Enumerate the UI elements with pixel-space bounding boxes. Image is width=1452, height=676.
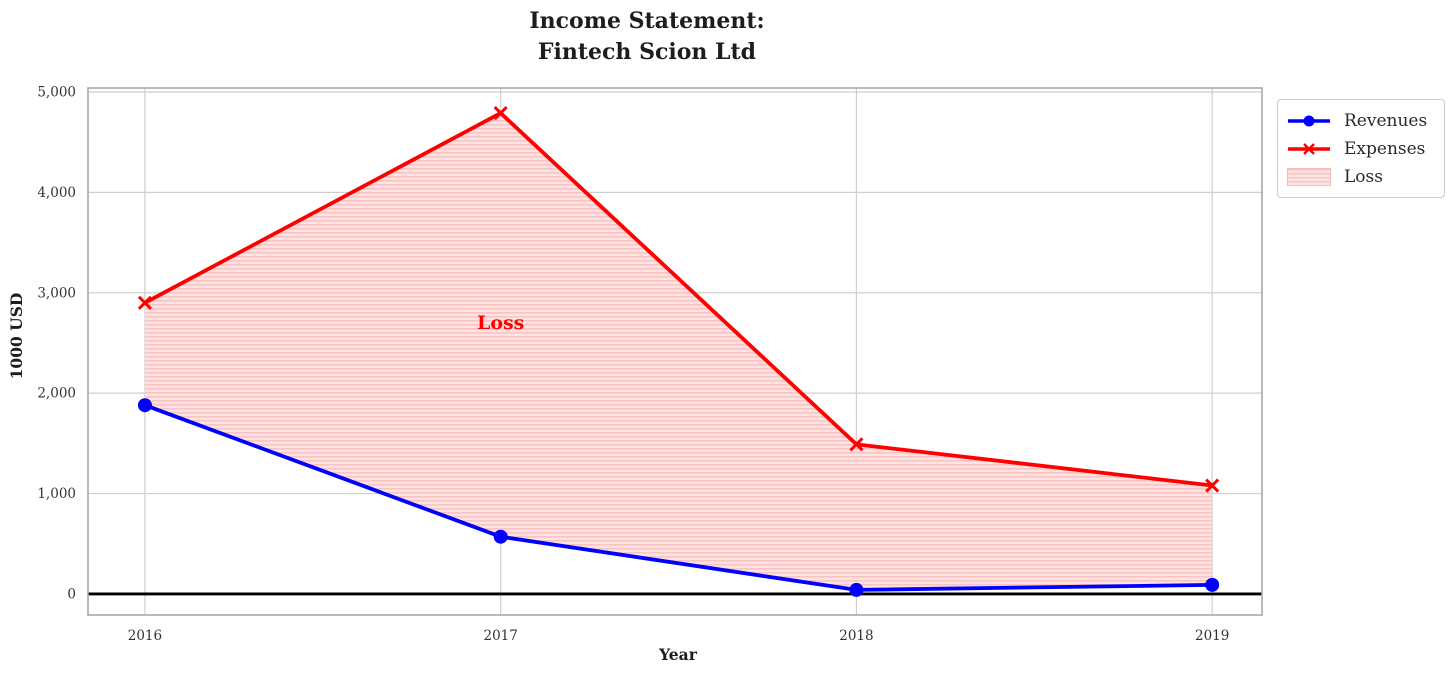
legend: Revenues Expenses Loss bbox=[1277, 99, 1445, 198]
legend-label-loss: Loss bbox=[1344, 167, 1383, 187]
revenues-marker bbox=[1205, 577, 1220, 592]
expenses-marker bbox=[1205, 478, 1220, 493]
legend-label-expenses: Expenses bbox=[1344, 139, 1426, 159]
plot-border bbox=[87, 87, 1263, 616]
revenues-line bbox=[144, 403, 1213, 592]
expenses-marker bbox=[137, 295, 152, 310]
loss-area bbox=[144, 113, 1213, 590]
legend-label-revenues: Revenues bbox=[1344, 111, 1428, 131]
chart-title: Income Statement: Fintech Scion Ltd bbox=[529, 8, 765, 65]
revenues-marker bbox=[137, 398, 152, 413]
y-axis-label: 1000 USD bbox=[7, 292, 26, 380]
x-tick-label: 2017 bbox=[483, 628, 517, 644]
y-tick-label: 3,000 bbox=[37, 285, 76, 301]
legend-item-revenues: Revenues bbox=[1287, 107, 1434, 135]
revenues-marker bbox=[849, 582, 864, 597]
legend-item-loss: Loss bbox=[1287, 163, 1434, 191]
x-tick-label: 2018 bbox=[839, 628, 873, 644]
loss-annotation: Loss bbox=[477, 312, 524, 334]
y-tick-label: 0 bbox=[67, 586, 76, 602]
expenses-line-icon bbox=[1288, 143, 1330, 155]
expenses-line bbox=[144, 111, 1213, 488]
revenues-marker bbox=[493, 529, 508, 544]
x-tick-label: 2016 bbox=[128, 628, 162, 644]
x-axis-label: Year bbox=[659, 645, 697, 664]
y-tick-label: 1,000 bbox=[37, 486, 76, 502]
y-tick-label: 5,000 bbox=[37, 85, 76, 101]
x-tick-label: 2019 bbox=[1195, 628, 1229, 644]
loss-hatch-swatch-icon bbox=[1287, 168, 1331, 186]
expenses-marker bbox=[849, 437, 864, 452]
revenues-line-icon bbox=[1288, 115, 1330, 127]
y-tick-label: 2,000 bbox=[37, 386, 76, 402]
legend-item-expenses: Expenses bbox=[1287, 135, 1434, 163]
y-tick-label: 4,000 bbox=[37, 185, 76, 201]
expenses-marker bbox=[493, 106, 508, 121]
